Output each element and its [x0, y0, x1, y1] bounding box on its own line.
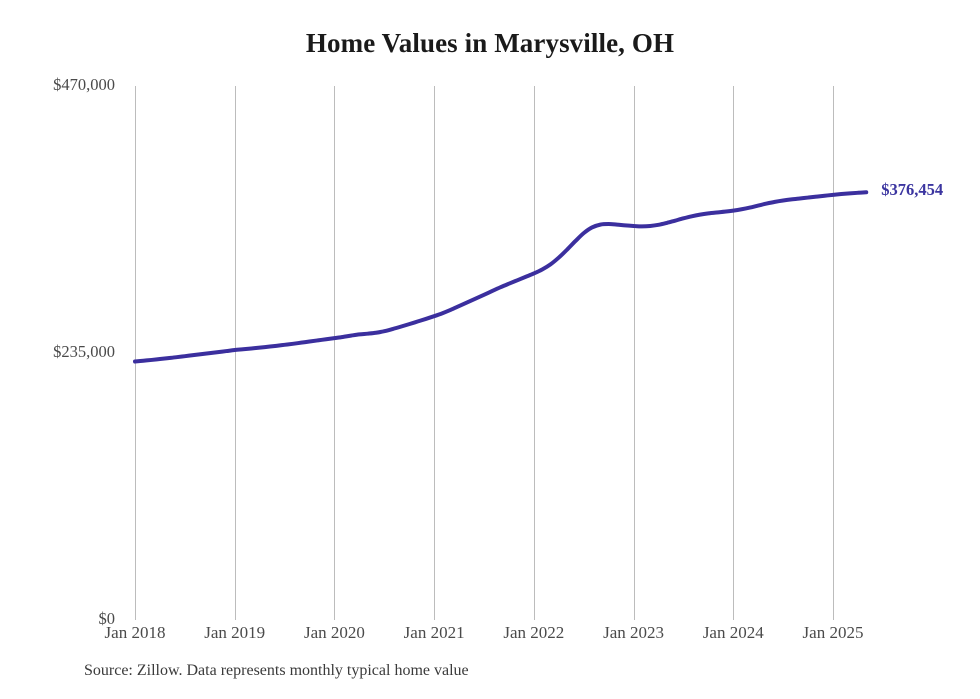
gridline-jan-2020 [334, 86, 335, 620]
gridline-jan-2018 [135, 86, 136, 620]
source-note: Source: Zillow. Data represents monthly … [84, 662, 469, 679]
end-value-annotation: $376,454 [881, 180, 944, 200]
y-tick-label: $0 [98, 609, 116, 628]
x-tick-label: Jan 2018 [104, 623, 166, 642]
home-value-line [133, 190, 869, 364]
gridline-jan-2021 [434, 86, 435, 620]
gridline-jan-2024 [733, 86, 734, 620]
y-tick-label: $470,000 [53, 75, 115, 94]
x-tick-label: Jan 2024 [702, 623, 764, 642]
x-tick-label: Jan 2025 [802, 623, 864, 642]
gridline-jan-2023 [634, 86, 635, 620]
x-tick-label: Jan 2022 [503, 623, 565, 642]
x-tick-label: Jan 2019 [204, 623, 266, 642]
x-tick-label: Jan 2023 [603, 623, 665, 642]
gridline-jan-2025 [833, 86, 834, 620]
gridline-jan-2019 [235, 86, 236, 620]
chart-title: Home Values in Marysville, OH [305, 28, 675, 58]
x-tick-label: Jan 2020 [303, 623, 365, 642]
x-tick-label: Jan 2021 [403, 623, 465, 642]
gridline-jan-2022 [534, 86, 535, 620]
y-tick-label: $235,000 [53, 342, 115, 361]
